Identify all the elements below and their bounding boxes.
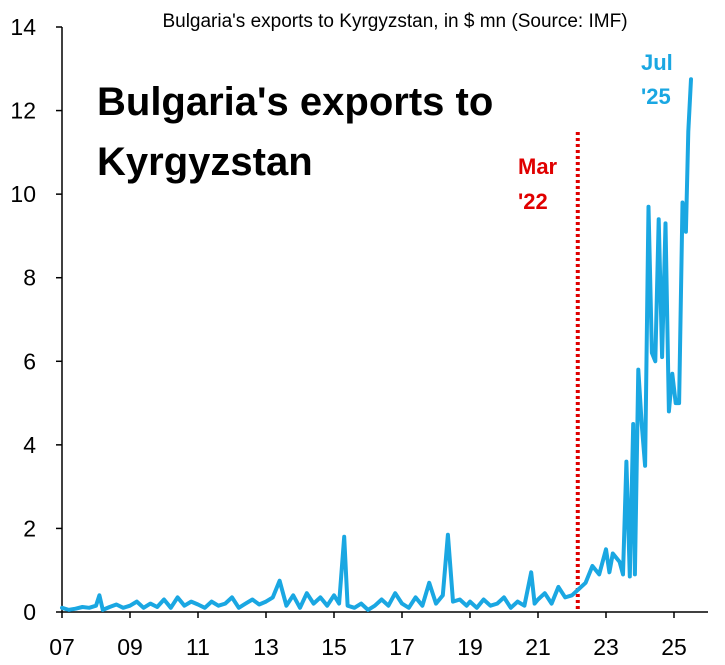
x-tick-label: 23 bbox=[593, 634, 619, 660]
x-tick-label: 13 bbox=[253, 634, 279, 660]
x-tick-label: 19 bbox=[457, 634, 483, 660]
y-tick-label: 6 bbox=[23, 348, 36, 374]
chart-subtitle: Bulgaria's exports to Kyrgyzstan, in $ m… bbox=[162, 11, 627, 32]
y-tick-label: 4 bbox=[23, 432, 36, 458]
jul-label: Jul bbox=[641, 50, 673, 75]
x-tick-label: 11 bbox=[186, 634, 210, 660]
x-tick-label: 25 bbox=[661, 634, 687, 660]
x-tick-label: 15 bbox=[321, 634, 347, 660]
y-tick-label: 0 bbox=[23, 599, 36, 625]
year-25-label: '25 bbox=[641, 84, 671, 109]
x-tick-label: 21 bbox=[525, 634, 551, 660]
y-tick-label: 14 bbox=[10, 14, 36, 40]
x-tick-label: 17 bbox=[389, 634, 415, 660]
mar-label: Mar bbox=[518, 154, 558, 179]
x-tick-label: 09 bbox=[117, 634, 143, 660]
chart-title-line-1: Bulgaria's exports to bbox=[97, 80, 493, 124]
y-tick-label: 10 bbox=[10, 181, 36, 207]
chart-title-line-2: Kyrgyzstan bbox=[97, 140, 313, 184]
year-22-label: '22 bbox=[518, 189, 548, 214]
x-tick-label: 07 bbox=[49, 634, 75, 660]
y-tick-label: 2 bbox=[23, 515, 36, 541]
x-axis-ticks: 07 09 11 13 15 17 19 21 23 25 bbox=[49, 612, 687, 660]
y-tick-label: 12 bbox=[10, 98, 36, 124]
exports-series-line bbox=[60, 77, 693, 612]
y-tick-label: 8 bbox=[23, 265, 36, 291]
y-axis-ticks: 0 2 4 6 8 10 12 14 bbox=[10, 14, 62, 625]
